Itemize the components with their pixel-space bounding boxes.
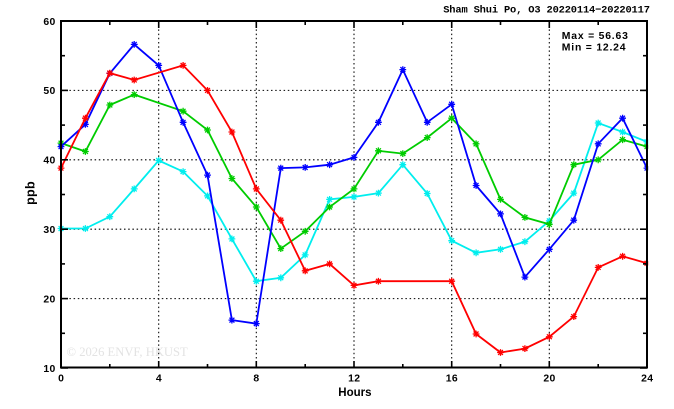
svg-text:24: 24 [641, 373, 653, 384]
svg-text:10: 10 [43, 364, 55, 375]
svg-text:0: 0 [58, 373, 64, 384]
svg-text:60: 60 [43, 17, 55, 28]
svg-text:12: 12 [348, 373, 360, 384]
svg-text:4: 4 [156, 373, 162, 384]
svg-text:50: 50 [43, 86, 55, 97]
svg-text:© 2026 ENVF, HKUST: © 2026 ENVF, HKUST [67, 345, 189, 359]
svg-text:ppb: ppb [24, 181, 38, 205]
svg-text:20: 20 [543, 373, 555, 384]
svg-text:Hours: Hours [338, 387, 371, 399]
svg-text:Max = 56.63: Max = 56.63 [562, 31, 629, 42]
svg-text:16: 16 [446, 373, 458, 384]
svg-text:Sham Shui Po, O3 20220114−2022: Sham Shui Po, O3 20220114−20220117 [443, 4, 650, 16]
svg-text:40: 40 [43, 156, 55, 167]
svg-text:20: 20 [43, 294, 55, 305]
svg-text:Min = 12.24: Min = 12.24 [562, 43, 627, 54]
svg-text:8: 8 [253, 373, 259, 384]
svg-text:30: 30 [43, 225, 55, 236]
